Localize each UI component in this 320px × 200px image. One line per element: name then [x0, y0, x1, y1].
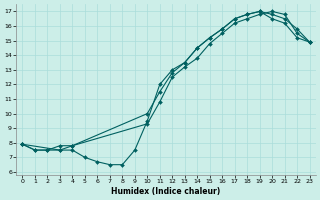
X-axis label: Humidex (Indice chaleur): Humidex (Indice chaleur) [111, 187, 221, 196]
